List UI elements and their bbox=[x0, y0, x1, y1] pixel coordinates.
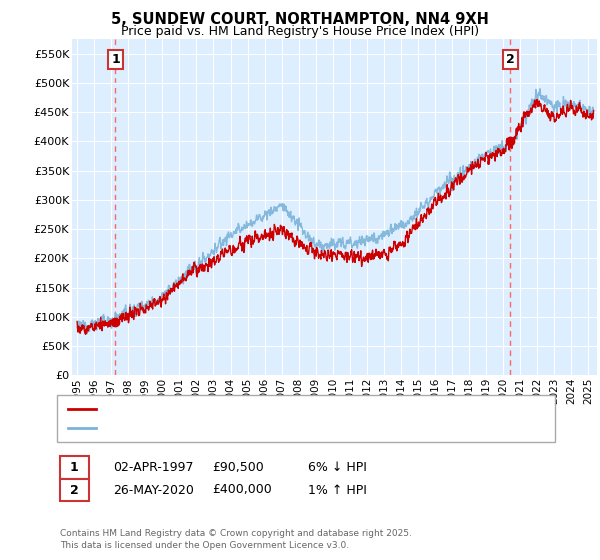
Text: £400,000: £400,000 bbox=[212, 483, 272, 497]
Text: 2: 2 bbox=[70, 483, 79, 497]
Text: 2: 2 bbox=[506, 53, 515, 66]
Text: 1% ↑ HPI: 1% ↑ HPI bbox=[308, 483, 367, 497]
Text: 6% ↓ HPI: 6% ↓ HPI bbox=[308, 461, 367, 474]
Text: £90,500: £90,500 bbox=[212, 461, 263, 474]
Text: Contains HM Land Registry data © Crown copyright and database right 2025.
This d: Contains HM Land Registry data © Crown c… bbox=[60, 529, 412, 550]
Text: 5, SUNDEW COURT, NORTHAMPTON, NN4 9XH: 5, SUNDEW COURT, NORTHAMPTON, NN4 9XH bbox=[111, 12, 489, 27]
Text: 02-APR-1997: 02-APR-1997 bbox=[113, 461, 193, 474]
Text: Price paid vs. HM Land Registry's House Price Index (HPI): Price paid vs. HM Land Registry's House … bbox=[121, 25, 479, 38]
Text: 1: 1 bbox=[111, 53, 120, 66]
Text: 1: 1 bbox=[70, 461, 79, 474]
Text: 5, SUNDEW COURT, NORTHAMPTON, NN4 9XH (detached house): 5, SUNDEW COURT, NORTHAMPTON, NN4 9XH (d… bbox=[102, 404, 455, 414]
Text: 26-MAY-2020: 26-MAY-2020 bbox=[113, 483, 194, 497]
Text: HPI: Average price, detached house, West Northamptonshire: HPI: Average price, detached house, West… bbox=[102, 423, 434, 433]
